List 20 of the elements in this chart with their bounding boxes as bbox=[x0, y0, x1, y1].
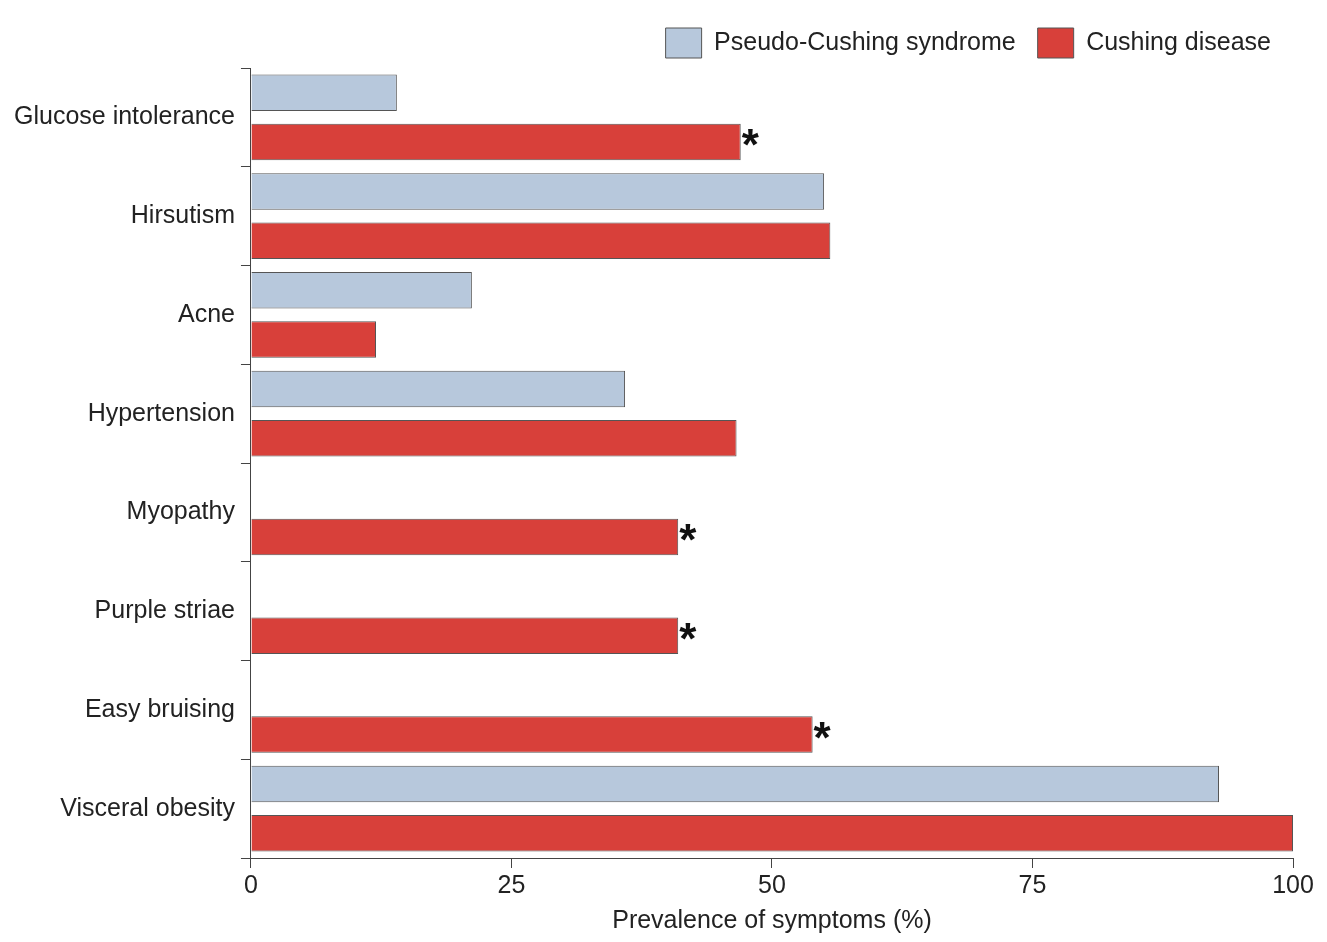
y-tick-label: Glucose intolerance bbox=[13, 101, 235, 130]
y-tick-label: Hypertension bbox=[87, 397, 235, 426]
data-label: * bbox=[741, 120, 760, 170]
x-tick-label: 0 bbox=[244, 869, 258, 898]
x-tick-label: 75 bbox=[1018, 869, 1047, 898]
y-tick-label: Purple striae bbox=[94, 595, 235, 624]
y-tick-label: Easy bruising bbox=[84, 693, 235, 722]
data-label: * bbox=[679, 515, 698, 565]
y-tick-label: Acne bbox=[177, 298, 235, 327]
data-label: * bbox=[679, 613, 698, 663]
legend-label: Cushing disease bbox=[1086, 26, 1271, 55]
y-tick-label: Hirsutism bbox=[130, 200, 235, 229]
x-tick-label: 50 bbox=[758, 869, 786, 898]
y-tick-label: Visceral obesity bbox=[60, 792, 236, 821]
y-tick-label: Myopathy bbox=[126, 496, 236, 525]
x-tick-label: 100 bbox=[1272, 869, 1314, 898]
legend-label: Pseudo-Cushing syndrome bbox=[714, 26, 1016, 55]
x-axis-title: Prevalence of symptoms (%) bbox=[612, 904, 932, 933]
data-label: * bbox=[813, 712, 832, 762]
x-tick-label: 25 bbox=[497, 869, 526, 898]
